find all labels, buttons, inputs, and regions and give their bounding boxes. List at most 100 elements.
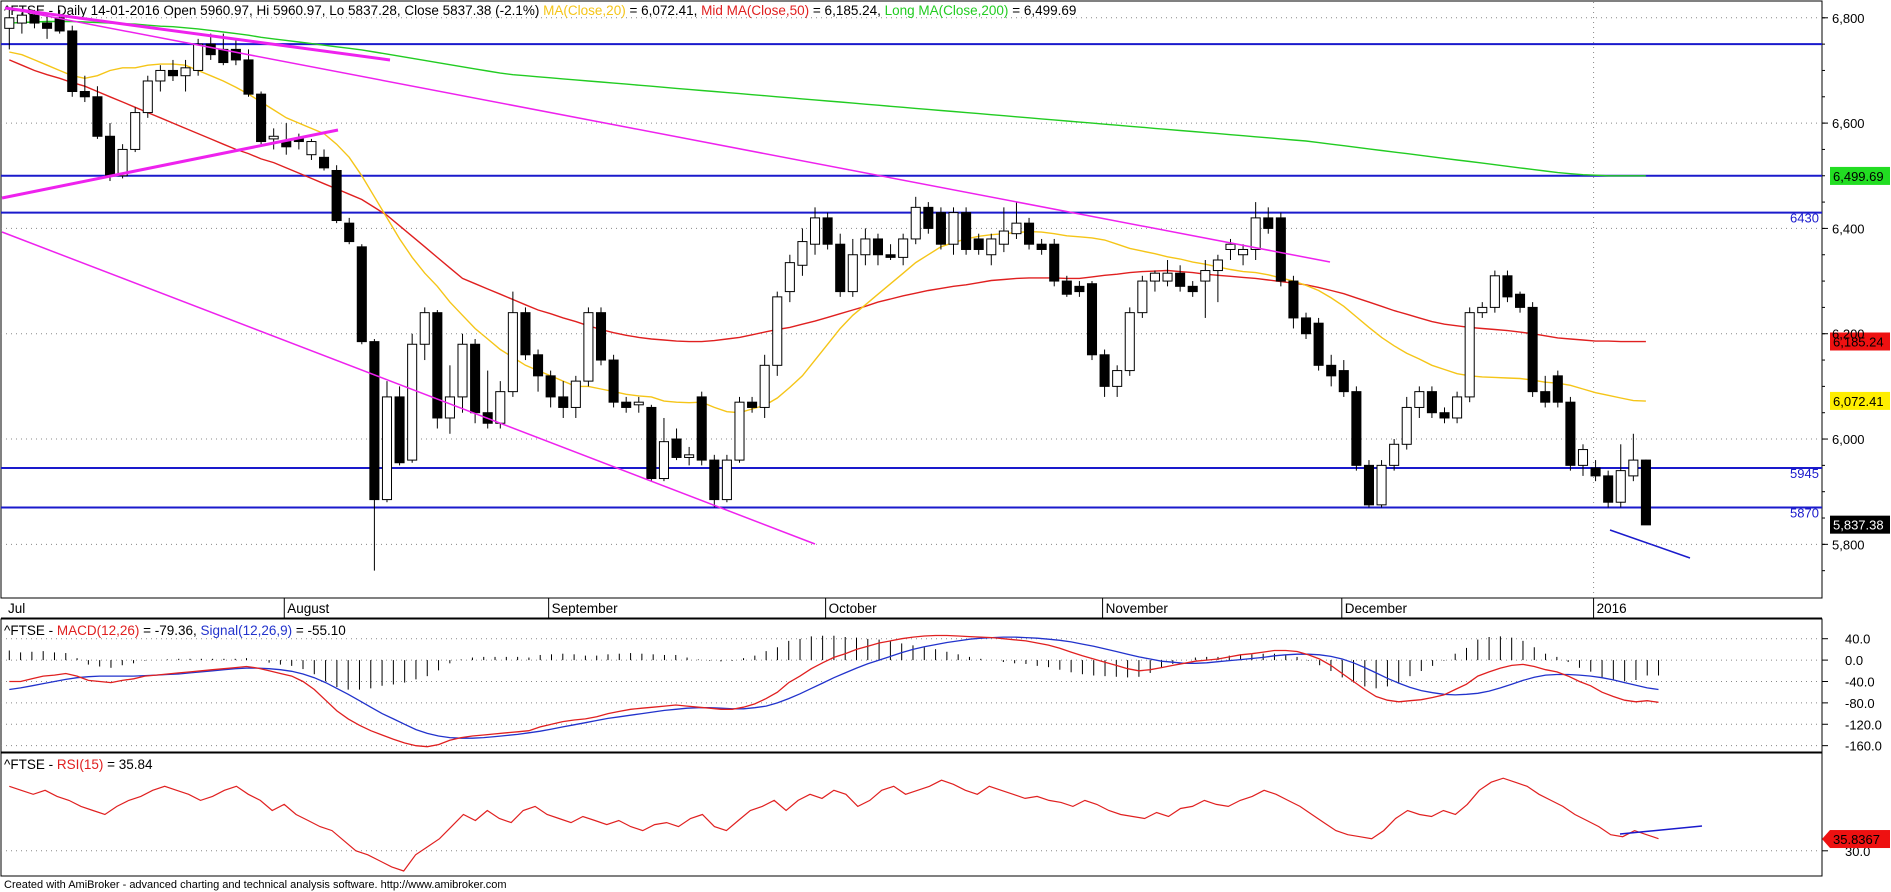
candle-body — [457, 343, 468, 398]
candle — [1275, 212, 1286, 287]
level-label: 6430 — [1790, 211, 1819, 226]
candle — [608, 354, 619, 408]
candle-body — [621, 401, 632, 408]
candle-body — [872, 238, 884, 256]
candle-body — [747, 401, 758, 408]
candle-body — [608, 359, 619, 403]
candle — [558, 381, 569, 418]
value-tag-text: 6,185.24 — [1833, 334, 1884, 349]
candle-body — [1225, 243, 1236, 250]
candle — [1313, 317, 1324, 371]
candle-body — [1577, 449, 1589, 466]
candle — [570, 375, 581, 418]
month-label: Jul — [8, 601, 25, 616]
candle — [1565, 396, 1576, 471]
candle-body — [369, 341, 380, 501]
candle-body — [772, 296, 783, 366]
macd-panel-header: ^FTSE - MACD(12,26) = -79.36, Signal(12,… — [4, 623, 346, 638]
candle-body — [1401, 406, 1412, 445]
candle-body — [432, 312, 443, 419]
candle — [1452, 391, 1463, 424]
candle-body — [885, 254, 896, 258]
candle-body — [243, 59, 254, 95]
footer-credit: Created with AmiBroker - advanced charti… — [4, 879, 507, 891]
candle — [1615, 444, 1626, 508]
value-tag-text: 6,499.69 — [1833, 169, 1884, 184]
candle-body — [117, 148, 128, 177]
candle-body — [1426, 391, 1437, 414]
candle-body — [42, 22, 53, 29]
candle-body — [1565, 401, 1576, 466]
candle — [1527, 302, 1538, 397]
candle — [1212, 254, 1223, 303]
candle-body — [1414, 391, 1425, 408]
candle-body — [520, 312, 531, 356]
candle — [16, 12, 27, 34]
candle-body — [1212, 259, 1223, 272]
candle-body — [671, 438, 682, 458]
candle-body — [407, 343, 418, 461]
value-tag-box — [1830, 515, 1890, 534]
candle — [759, 354, 770, 418]
candle — [1326, 354, 1337, 387]
trendline-magenta-long-down — [4, 7, 1331, 263]
candle-body — [583, 312, 594, 382]
candle — [1175, 265, 1186, 292]
candle — [407, 333, 418, 463]
candle — [784, 254, 795, 303]
rsi-line — [9, 777, 1659, 872]
candle — [1464, 307, 1475, 403]
candle-body — [633, 401, 644, 406]
candle-body — [1024, 222, 1035, 245]
candle-body — [268, 135, 279, 140]
value-tag-box — [1830, 166, 1890, 185]
candle-body — [130, 112, 141, 150]
candle-body — [1137, 280, 1148, 314]
candle — [1263, 207, 1274, 234]
candle-body — [218, 48, 229, 64]
month-label: September — [552, 601, 619, 616]
value-tag-box — [1830, 332, 1890, 351]
candle — [797, 228, 808, 276]
candle — [4, 9, 15, 50]
candle-body — [1351, 391, 1362, 466]
candle-body — [331, 169, 342, 222]
rsi-panel-header: ^FTSE - RSI(15) = 35.84 — [4, 757, 153, 772]
candle — [79, 75, 90, 103]
candle — [860, 228, 871, 266]
candle-body — [1376, 464, 1387, 506]
candle-body — [998, 230, 1009, 245]
candle-body — [1036, 243, 1047, 250]
candle — [948, 207, 959, 255]
candle-body — [1313, 322, 1324, 366]
month-label: August — [287, 601, 329, 616]
candle — [507, 291, 518, 397]
candle — [671, 428, 682, 461]
candle-body — [29, 14, 40, 24]
price-y-tick-label: 5,800 — [1832, 537, 1865, 552]
candle-body — [533, 354, 544, 377]
candle-body — [1300, 317, 1312, 335]
candle-body — [1187, 285, 1198, 293]
rsi-value-tag-text: 35.8367 — [1833, 832, 1880, 847]
candle — [470, 338, 481, 424]
candle — [1502, 270, 1513, 303]
candle — [1577, 444, 1589, 476]
trendline-magenta-support-short — [1, 128, 339, 200]
candle-body — [344, 222, 355, 243]
candle-body — [961, 212, 972, 250]
candle — [986, 233, 997, 266]
candle-body — [470, 343, 481, 414]
macd-y-tick-label: -80.0 — [1845, 696, 1875, 711]
candle — [658, 417, 669, 482]
candle-body — [79, 91, 90, 98]
candle — [923, 202, 934, 234]
candle — [180, 59, 191, 92]
candle-body — [1149, 272, 1160, 282]
candle — [1363, 460, 1374, 508]
candle-body — [1112, 370, 1123, 387]
candle-body — [986, 238, 997, 256]
macd-y-tick-label: 40.0 — [1845, 632, 1870, 647]
candle — [1338, 360, 1349, 397]
level-label: 5870 — [1790, 505, 1819, 520]
